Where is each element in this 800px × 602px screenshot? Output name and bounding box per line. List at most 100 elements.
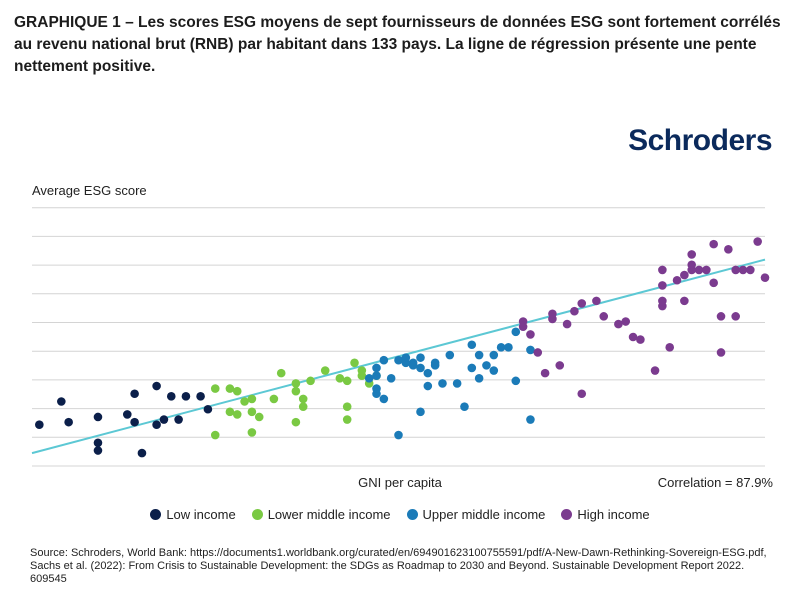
data-point-lower-middle-income	[298, 394, 308, 404]
data-point-upper-middle-income	[511, 376, 521, 386]
data-point-upper-middle-income	[423, 381, 433, 391]
data-point-high-income	[672, 275, 682, 285]
data-point-upper-middle-income	[423, 368, 433, 378]
data-point-upper-middle-income	[504, 343, 513, 352]
data-point-lower-middle-income	[335, 373, 345, 383]
data-point-high-income	[570, 306, 579, 316]
data-point-upper-middle-income	[416, 407, 425, 417]
legend-marker-low-income	[150, 509, 162, 520]
data-point-high-income	[650, 366, 660, 375]
data-point-lower-middle-income	[306, 376, 315, 386]
data-point-lower-middle-income	[357, 366, 367, 375]
legend-label: Upper middle income	[422, 507, 546, 522]
legend-item-low-income: Low income	[150, 507, 236, 522]
data-point-upper-middle-income	[386, 373, 396, 383]
data-point-high-income	[738, 265, 748, 275]
data-point-high-income	[709, 239, 718, 249]
data-point-high-income	[760, 273, 770, 282]
x-axis-label: GNI per capita	[358, 475, 442, 490]
data-point-high-income	[621, 317, 631, 326]
data-point-upper-middle-income	[372, 371, 381, 381]
data-point-high-income	[577, 299, 587, 308]
legend-item-upper-middle-income: Upper middle income	[406, 507, 546, 522]
data-point-upper-middle-income	[467, 340, 477, 350]
data-point-low-income	[152, 381, 161, 391]
data-point-upper-middle-income	[489, 366, 499, 375]
data-point-high-income	[636, 335, 645, 344]
data-point-upper-middle-income	[438, 379, 447, 388]
data-point-upper-middle-income	[474, 373, 484, 383]
data-point-high-income	[702, 265, 711, 275]
data-point-high-income	[687, 260, 696, 270]
data-point-low-income	[64, 417, 73, 427]
data-point-high-income	[533, 348, 543, 357]
data-point-upper-middle-income	[526, 345, 535, 355]
data-point-upper-middle-income	[372, 384, 381, 393]
data-point-high-income	[716, 348, 726, 357]
legend-marker-upper-middle-income	[406, 509, 418, 520]
data-point-upper-middle-income	[379, 355, 389, 365]
data-point-upper-middle-income	[394, 355, 403, 365]
data-point-lower-middle-income	[210, 430, 220, 440]
data-point-high-income	[731, 312, 740, 321]
data-point-high-income	[548, 309, 557, 319]
data-point-high-income	[694, 265, 704, 275]
data-point-low-income	[57, 397, 66, 406]
data-point-high-income	[746, 265, 755, 275]
data-point-low-income	[181, 392, 191, 401]
data-point-high-income	[709, 278, 718, 288]
data-point-upper-middle-income	[379, 394, 389, 404]
data-point-high-income	[658, 265, 667, 275]
data-point-low-income	[159, 415, 169, 424]
data-point-high-income	[731, 265, 740, 275]
legend-label: Lower middle income	[267, 507, 391, 522]
data-point-upper-middle-income	[372, 363, 381, 373]
data-point-lower-middle-income	[240, 397, 249, 406]
y-axis-label: Average ESG score	[32, 183, 147, 198]
data-point-lower-middle-income	[247, 394, 257, 404]
data-point-high-income	[665, 343, 675, 352]
data-point-low-income	[166, 392, 176, 401]
data-point-upper-middle-income	[430, 358, 440, 368]
data-point-low-income	[93, 446, 103, 455]
data-point-upper-middle-income	[460, 402, 469, 411]
data-point-lower-middle-income	[247, 428, 257, 437]
gridlines	[32, 207, 765, 467]
data-point-high-income	[687, 250, 696, 259]
data-point-upper-middle-income	[482, 361, 491, 370]
data-point-high-income	[555, 361, 565, 370]
data-point-lower-middle-income	[298, 402, 308, 411]
data-point-high-income	[680, 270, 689, 280]
data-point-lower-middle-income	[291, 386, 301, 396]
data-point-lower-middle-income	[291, 417, 301, 427]
data-point-upper-middle-income	[467, 363, 477, 373]
data-point-high-income	[518, 322, 528, 331]
data-point-high-income	[592, 296, 601, 306]
data-point-upper-middle-income	[416, 363, 425, 373]
data-point-upper-middle-income	[526, 415, 535, 424]
data-point-low-income	[130, 389, 139, 399]
legend-marker-lower-middle-income	[251, 509, 263, 520]
data-point-upper-middle-income	[496, 343, 506, 352]
schroders-logo: Schroders	[628, 124, 772, 157]
data-point-low-income	[130, 417, 139, 427]
chart-title: GRAPHIQUE 1 – Les scores ESG moyens de s…	[14, 14, 781, 75]
data-point-lower-middle-income	[225, 384, 235, 393]
data-point-high-income	[658, 296, 667, 306]
data-point-high-income	[526, 330, 535, 339]
legend-marker-high-income	[561, 509, 573, 520]
data-point-upper-middle-income	[364, 373, 374, 383]
data-point-low-income	[35, 420, 44, 430]
data-point-upper-middle-income	[489, 350, 499, 360]
data-point-low-income	[93, 412, 103, 422]
data-points	[35, 237, 770, 458]
legend-label: Low income	[166, 507, 236, 522]
data-point-low-income	[152, 420, 161, 430]
data-point-lower-middle-income	[320, 366, 330, 375]
legend-item-high-income: High income	[561, 507, 650, 522]
data-point-lower-middle-income	[225, 407, 235, 417]
data-point-upper-middle-income	[445, 350, 455, 360]
legend-item-lower-middle-income: Lower middle income	[251, 507, 391, 522]
data-point-lower-middle-income	[247, 407, 257, 417]
